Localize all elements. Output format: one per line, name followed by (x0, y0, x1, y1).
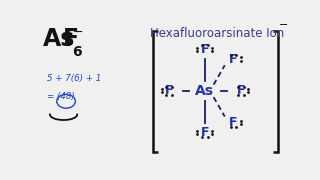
Text: As: As (43, 27, 75, 51)
Text: F: F (229, 116, 238, 129)
Text: F: F (201, 43, 209, 56)
Text: Hexafluoroarsinate Ion: Hexafluoroarsinate Ion (150, 27, 284, 40)
Text: F: F (236, 84, 245, 97)
Text: −: − (279, 20, 289, 30)
Text: −: − (73, 26, 84, 39)
Text: F: F (201, 126, 209, 139)
Text: F: F (63, 27, 79, 51)
Text: F: F (229, 53, 238, 66)
Text: 5 + 7(6) + 1: 5 + 7(6) + 1 (47, 74, 102, 83)
Text: F: F (165, 84, 173, 97)
Text: As: As (196, 84, 214, 98)
Text: 6: 6 (72, 45, 81, 59)
Text: = (48): = (48) (47, 92, 75, 101)
